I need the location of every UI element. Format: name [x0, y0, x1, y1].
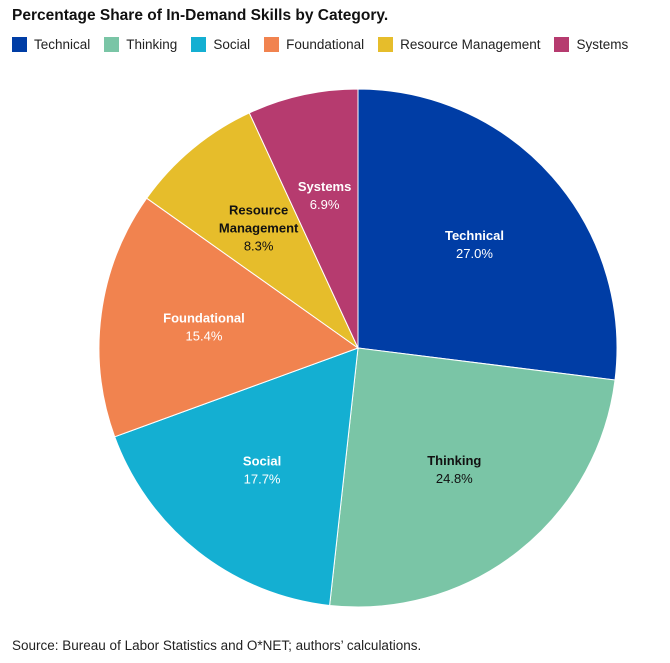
slice-label-value: 8.3%	[244, 239, 274, 254]
legend-swatch	[191, 37, 207, 52]
legend-label: Resource Management	[400, 37, 541, 52]
pie-slice-resource-management	[146, 112, 360, 350]
slice-label-value: 15.4%	[186, 328, 223, 343]
legend-swatch	[264, 37, 280, 52]
slice-label-name: Systems	[298, 179, 351, 194]
pie-slice-foundational	[98, 197, 360, 438]
slice-label: Thinking 24.8%	[427, 453, 481, 486]
pie-chart: Technical 27.0% Thinking 24.8% Social 17.7% Fo…	[98, 88, 618, 608]
legend-swatch	[378, 37, 394, 52]
pie-slice-technical	[357, 88, 618, 381]
slice-label: Foundational 15.4%	[163, 310, 245, 343]
legend-swatch	[12, 37, 27, 52]
slice-label: Technical 27.0%	[445, 228, 504, 261]
slice-label-value: 6.9%	[310, 197, 340, 212]
slice-label-value: 27.0%	[456, 246, 493, 261]
legend-swatch	[554, 37, 570, 52]
slice-label-value: 24.8%	[436, 471, 473, 486]
slice-label-name: Social	[243, 453, 281, 468]
chart-legend: Technical Thinking Social Foundational Resou…	[12, 37, 628, 52]
pie-slice-social	[114, 347, 359, 606]
chart-title: Percentage Share of In-Demand Skills by …	[12, 7, 389, 24]
pie-slice-systems	[248, 88, 359, 349]
legend-item: Thinking	[104, 37, 177, 52]
legend-label: Technical	[34, 37, 91, 52]
legend-item: Resource Management	[378, 37, 540, 52]
slice-label-name: Foundational	[163, 310, 245, 325]
pie-slice-thinking	[329, 347, 616, 608]
slice-label: Systems 6.9%	[298, 179, 351, 212]
slice-label-value: 17.7%	[244, 471, 281, 486]
legend-label: Thinking	[126, 37, 178, 52]
slice-label-name: Thinking	[427, 453, 481, 468]
legend-label: Social	[213, 37, 251, 52]
legend-item: Technical	[12, 37, 90, 52]
source-note: Source: Bureau of Labor Statistics and O…	[12, 638, 422, 653]
slice-label: Social 17.7%	[243, 453, 281, 486]
legend-item: Social	[191, 37, 250, 52]
legend-label: Foundational	[286, 37, 365, 52]
slice-label-name: Management	[219, 221, 299, 236]
slice-label-name: Technical	[445, 228, 504, 243]
legend-swatch	[104, 37, 120, 52]
legend-item: Systems	[554, 37, 628, 52]
slice-label: Resource Management 8.3%	[219, 203, 299, 254]
legend-item: Foundational	[264, 37, 364, 52]
slice-label-name: Resource	[229, 203, 288, 218]
legend-label: Systems	[576, 37, 629, 52]
